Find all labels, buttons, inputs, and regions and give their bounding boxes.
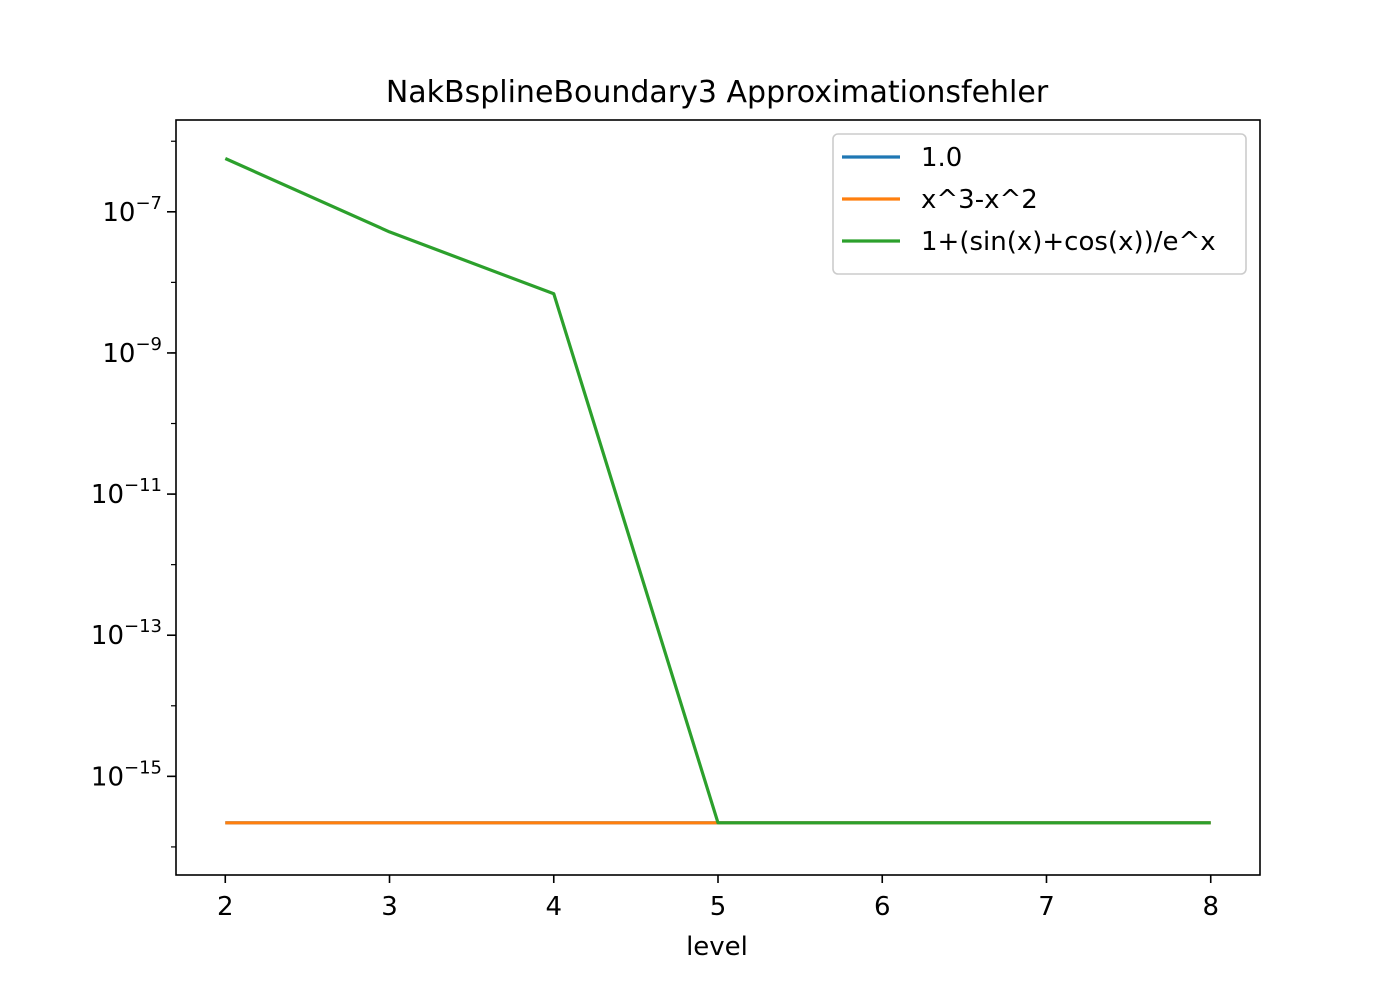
x-tick-label: 7 <box>1038 892 1055 922</box>
x-tick-label: 4 <box>545 892 562 922</box>
y-tick-label: 10−9 <box>102 334 162 369</box>
legend-label-1: 1.0 <box>921 143 962 173</box>
x-axis-ticks: 2 3 4 5 6 7 8 <box>217 875 1219 922</box>
series-layer <box>224 157 1211 825</box>
y-tick-label: 10−11 <box>91 475 162 510</box>
legend-frame <box>832 133 1247 275</box>
x-tick-label: 3 <box>381 892 398 922</box>
y-tick-label: 10−7 <box>102 193 162 228</box>
chart-title: NakBsplineBoundary3 Approximationsfehler <box>386 75 1049 110</box>
y-tick-label: 10−15 <box>91 757 162 792</box>
y-axis-ticks: 10−7 10−9 10−11 10−13 10−15 <box>91 140 176 848</box>
x-axis-label: level <box>686 932 748 962</box>
legend: 1.0 x^3-x^2 1+(sin(x)+cos(x))/e^x <box>832 133 1247 275</box>
series-line-3 <box>224 157 1211 825</box>
x-tick-label: 6 <box>874 892 891 922</box>
x-tick-label: 8 <box>1202 892 1219 922</box>
legend-label-2: x^3-x^2 <box>921 185 1038 215</box>
y-tick-label: 10−13 <box>91 616 162 651</box>
x-tick-label: 2 <box>217 892 234 922</box>
legend-label-3: 1+(sin(x)+cos(x))/e^x <box>921 227 1216 257</box>
x-tick-label: 5 <box>710 892 727 922</box>
